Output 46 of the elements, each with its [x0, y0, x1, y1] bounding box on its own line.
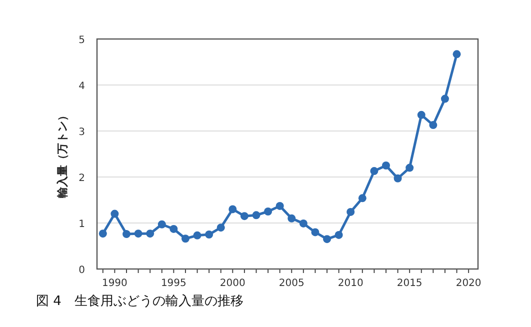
point: [406, 164, 414, 172]
y-tick-label: 3: [78, 127, 85, 138]
point: [146, 230, 154, 238]
y-tick-label: 0: [78, 265, 85, 276]
point: [216, 224, 225, 232]
x-tick-label: 2020: [456, 278, 482, 289]
point: [452, 50, 461, 58]
point: [240, 212, 248, 220]
point: [264, 208, 272, 216]
point: [288, 214, 296, 222]
point: [394, 174, 402, 182]
point: [134, 230, 142, 238]
point: [158, 220, 166, 228]
x-tick-label: 1995: [160, 278, 186, 289]
point: [370, 167, 378, 176]
point: [358, 194, 366, 202]
text: 図 4 生食用ぶどうの輸入量の推移: [36, 294, 244, 309]
y-tick-label: 5: [78, 35, 85, 46]
point: [110, 210, 119, 218]
point: [228, 205, 237, 214]
point: [417, 110, 426, 119]
x-tick-label: 1990: [102, 278, 128, 289]
point: [205, 230, 214, 238]
x-tick-label: 2010: [338, 278, 364, 289]
point: [252, 211, 260, 220]
x-tick-label: 2015: [396, 278, 422, 289]
y-axis-title: 輸入量（万トン）: [56, 110, 69, 199]
point: [440, 94, 449, 103]
y-tick-label: 2: [78, 173, 85, 184]
x-tick-label: 2000: [220, 278, 246, 289]
point: [299, 219, 308, 228]
y-tick-label: 1: [78, 219, 85, 230]
point: [346, 208, 355, 216]
point: [181, 234, 190, 243]
point: [193, 231, 202, 240]
point: [311, 228, 320, 236]
point: [276, 202, 284, 210]
point: [429, 121, 438, 130]
point: [122, 230, 130, 238]
point: [98, 230, 107, 238]
x-tick-label: 2005: [278, 278, 304, 289]
point: [323, 235, 332, 244]
point: [382, 162, 390, 170]
point: [170, 224, 178, 233]
point: [334, 230, 343, 239]
y-tick-label: 4: [78, 81, 85, 92]
